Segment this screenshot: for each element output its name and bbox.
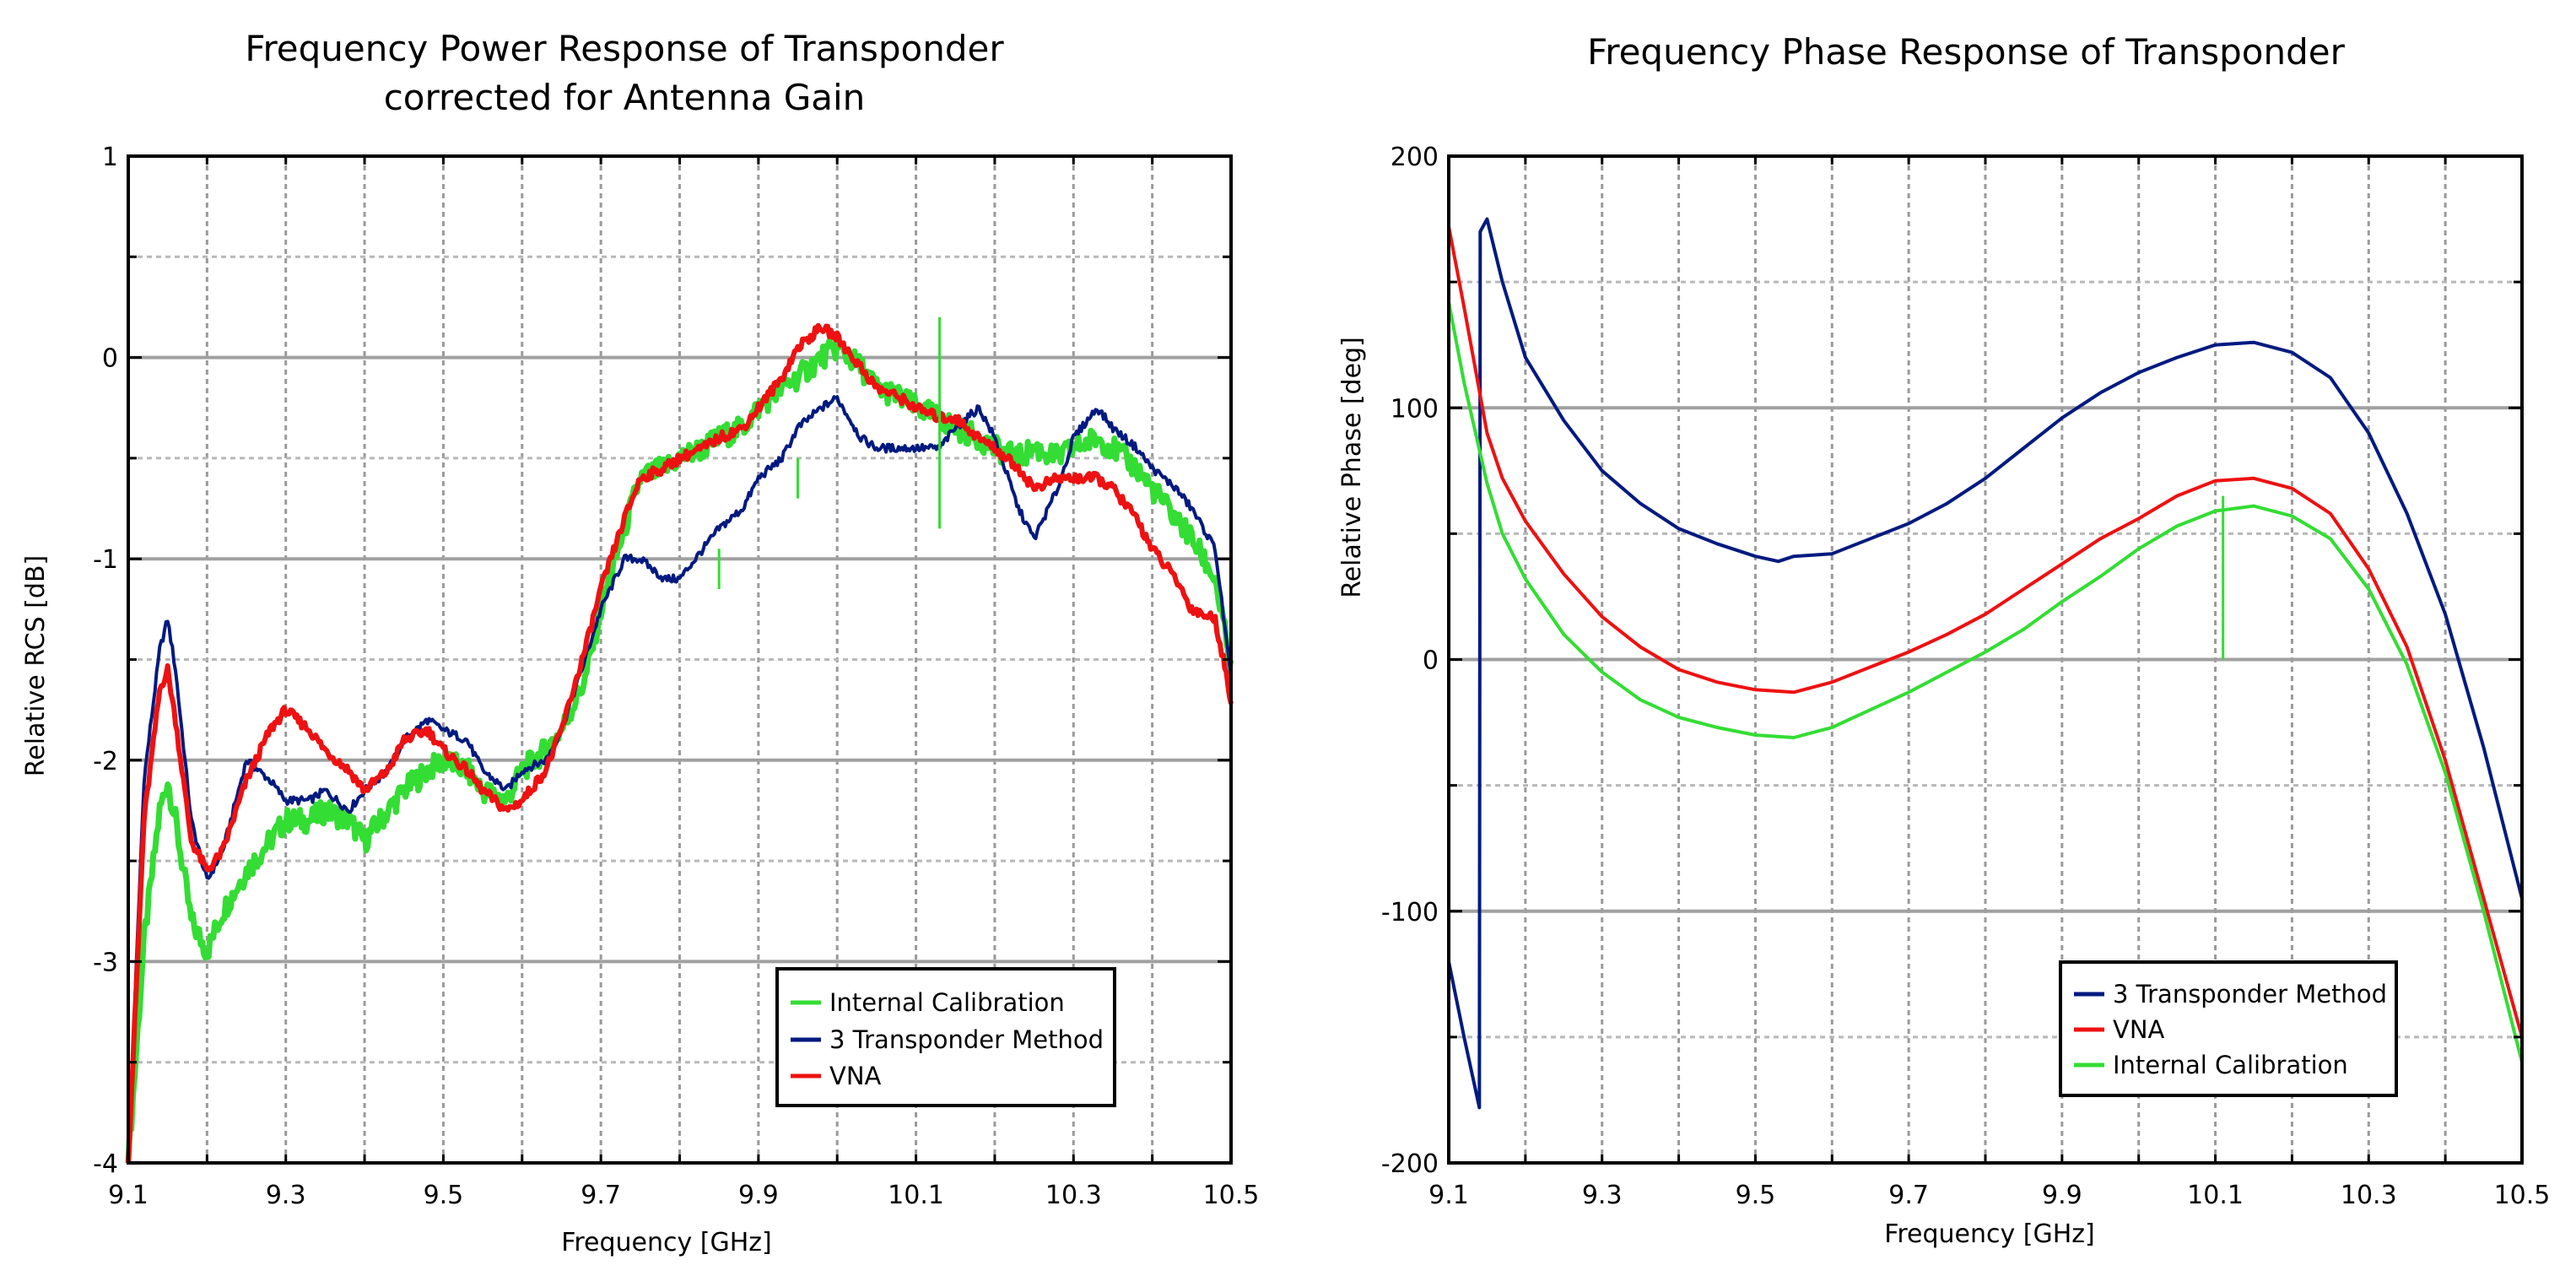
x-tick-label: 9.1 xyxy=(1428,1181,1469,1210)
x-tick-label: 10.5 xyxy=(2494,1181,2551,1210)
x-tick-label: 10.1 xyxy=(888,1181,944,1210)
y-axis-label: Relative Phase [deg] xyxy=(1337,337,1367,598)
power-response-chart: Frequency Power Response of Transponder … xyxy=(21,28,1259,1257)
legend-label-3-transponder-method: 3 Transponder Method xyxy=(2113,980,2387,1008)
legend-label-3-transponder-method: 3 Transponder Method xyxy=(829,1025,1104,1054)
y-tick-label: 100 xyxy=(1391,394,1439,424)
x-tick-label: 9.5 xyxy=(1736,1181,1776,1210)
y-tick-label: 1 xyxy=(102,143,118,172)
series-line-internal-calibration xyxy=(1447,301,2524,1063)
y-tick-label: 200 xyxy=(1391,143,1439,172)
y-tick-label: -2 xyxy=(93,747,118,776)
series-lines xyxy=(1447,217,2524,1110)
legend-label-internal-calibration: Internal Calibration xyxy=(829,988,1065,1017)
x-tick-label: 10.3 xyxy=(1045,1181,1102,1210)
y-tick-label: 0 xyxy=(1423,646,1439,676)
y-tick-label: -100 xyxy=(1381,898,1439,927)
legend-box xyxy=(2059,960,2398,1097)
series-line-vna xyxy=(126,322,1234,1164)
x-axis-label: Frequency [GHz] xyxy=(561,1228,771,1257)
x-tick-label: 9.9 xyxy=(738,1181,779,1210)
x-tick-label: 9.9 xyxy=(2042,1181,2082,1210)
series-line-3-transponder-method xyxy=(127,395,1233,1164)
x-tick-label: 9.3 xyxy=(1582,1181,1623,1210)
y-tick-label: 0 xyxy=(102,344,118,374)
y-tick-label: -1 xyxy=(93,545,118,575)
chart-title-line-2: corrected for Antenna Gain xyxy=(384,77,866,118)
y-axis-label: Relative RCS [dB] xyxy=(21,555,51,776)
grid xyxy=(1449,156,2522,1163)
x-tick-label: 9.1 xyxy=(108,1181,149,1210)
series-line-vna xyxy=(1447,226,2524,1038)
x-axis-label: Frequency [GHz] xyxy=(1884,1219,2094,1249)
chart-title: Frequency Phase Response of Transponder xyxy=(1587,31,2345,73)
x-tick-label: 9.7 xyxy=(1888,1181,1929,1210)
axis-ticks: 9.1 9.3 9.5 9.7 9.9 10.1 10.3 10.5 200 100 0 -100 -2… xyxy=(1381,143,2550,1210)
legend-box xyxy=(775,967,1116,1107)
x-tick-label: 9.3 xyxy=(266,1181,306,1210)
x-tick-label: 9.7 xyxy=(581,1181,621,1210)
chart-title-line-1: Frequency Power Response of Transponder xyxy=(245,28,1004,69)
x-tick-label: 9.5 xyxy=(424,1181,464,1210)
x-tick-label: 10.5 xyxy=(1203,1181,1260,1210)
series-lines xyxy=(125,316,1234,1164)
series-line-3-transponder-method xyxy=(1447,217,2524,1110)
x-tick-label: 10.1 xyxy=(2187,1181,2244,1210)
y-tick-label: -3 xyxy=(93,948,118,977)
x-tick-label: 10.3 xyxy=(2341,1181,2397,1210)
phase-response-chart: Frequency Phase Response of Transponder … xyxy=(1337,31,2550,1249)
legend: Internal Calibration 3 Transponder Metho… xyxy=(775,967,1116,1107)
y-tick-label: -4 xyxy=(93,1149,118,1179)
legend: 3 Transponder Method VNA Internal Calibr… xyxy=(2059,960,2398,1097)
legend-label-internal-calibration: Internal Calibration xyxy=(2113,1051,2348,1079)
legend-label-vna: VNA xyxy=(2113,1015,2165,1044)
legend-label-vna: VNA xyxy=(829,1062,882,1090)
y-tick-label: -200 xyxy=(1381,1149,1439,1179)
axis-ticks: 9.1 9.3 9.5 9.7 9.9 10.1 10.3 10.5 1 0 -1 -2 -3 -4 xyxy=(93,143,1259,1210)
